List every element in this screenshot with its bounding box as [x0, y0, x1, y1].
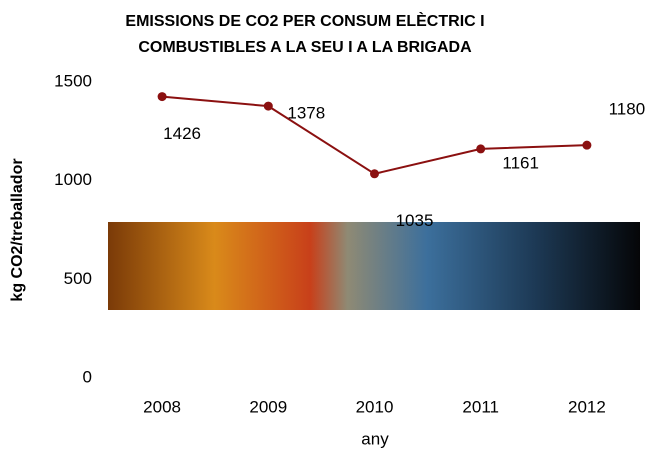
data-point [263, 101, 273, 111]
y-tick-label: 500 [64, 269, 92, 288]
data-point [157, 92, 167, 102]
y-tick-label: 0 [83, 367, 92, 386]
x-tick-label: 2010 [356, 397, 394, 416]
data-label: 1426 [163, 124, 201, 143]
chart-title: EMISSIONS DE CO2 PER CONSUM ELÈCTRIC I [125, 11, 484, 30]
data-label: 1161 [502, 153, 539, 172]
x-tick-label: 2012 [568, 397, 606, 416]
data-point [582, 140, 592, 150]
data-label: 1180 [609, 100, 646, 119]
background-image [108, 222, 640, 310]
data-point [476, 144, 486, 154]
y-axis-label: kg CO2/treballador [9, 158, 26, 301]
data-label: 1378 [287, 104, 325, 123]
y-tick-label: 1500 [54, 71, 92, 90]
data-label: 1035 [396, 211, 434, 230]
chart-title: COMBUSTIBLES A LA SEU I A LA BRIGADA [138, 39, 472, 56]
x-tick-label: 2009 [249, 397, 287, 416]
x-tick-label: 2008 [143, 397, 181, 416]
y-tick-label: 1000 [54, 170, 92, 189]
data-point [370, 169, 379, 179]
x-tick-label: 2011 [462, 397, 499, 416]
x-axis-label: any [361, 429, 389, 448]
